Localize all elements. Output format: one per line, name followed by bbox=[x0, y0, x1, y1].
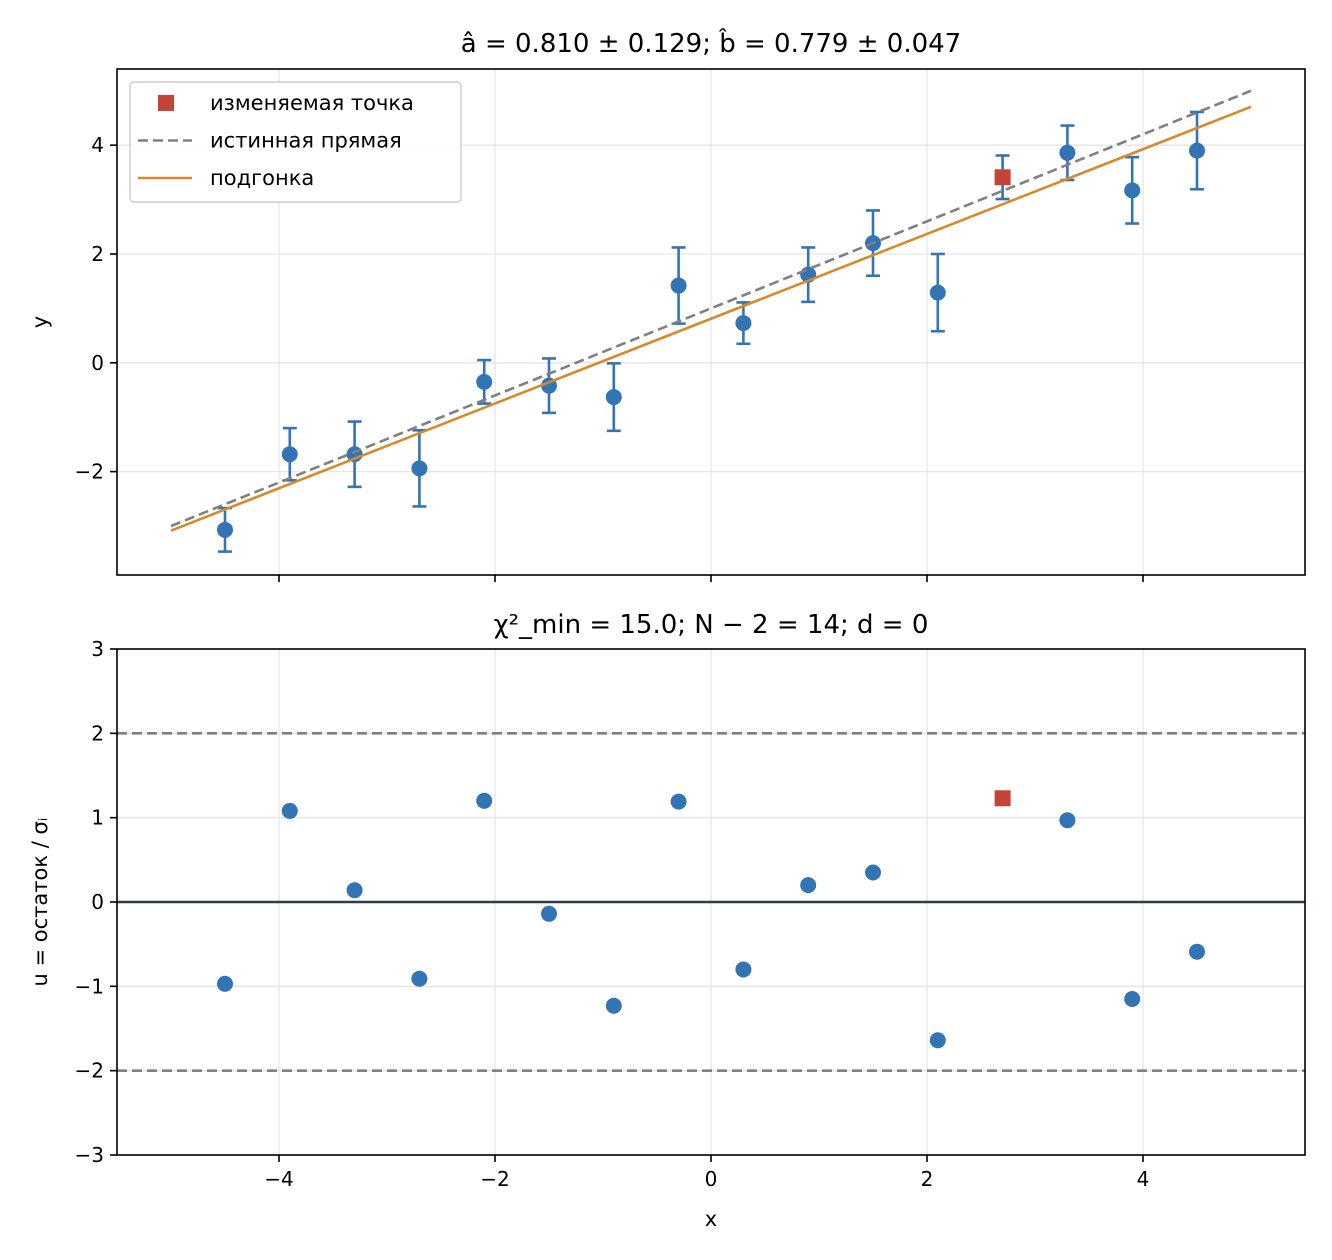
residual-point bbox=[1059, 812, 1076, 829]
residual-point bbox=[217, 975, 233, 992]
y-tick-label: 0 bbox=[91, 351, 104, 375]
changed-point-marker bbox=[994, 790, 1011, 807]
data-point bbox=[281, 446, 298, 463]
y-tick-label: 1 bbox=[91, 806, 104, 830]
x-tick-label: 0 bbox=[705, 1167, 718, 1191]
data-point bbox=[735, 315, 752, 332]
residuals-panel: χ²_min = 15.0; N − 2 = 14; d = 0 u = ост… bbox=[28, 610, 1306, 1231]
fit-panel-title: â = 0.810 ± 0.129; b̂ = 0.779 ± 0.047 bbox=[461, 27, 961, 59]
residual-point bbox=[476, 792, 493, 809]
fit-panel-y-axis-label: y bbox=[28, 316, 52, 328]
fit-panel: â = 0.810 ± 0.129; b̂ = 0.779 ± 0.047 y … bbox=[28, 27, 1306, 582]
y-tick-label: 2 bbox=[91, 242, 104, 266]
fit-line bbox=[170, 105, 1252, 532]
y-tick-label: 0 bbox=[91, 890, 104, 914]
y-tick-label: 2 bbox=[91, 721, 104, 745]
residual-point bbox=[865, 864, 881, 881]
residual-point bbox=[1189, 943, 1205, 960]
data-point bbox=[1124, 182, 1141, 199]
residual-point bbox=[346, 882, 363, 899]
residual-point bbox=[800, 877, 817, 894]
data-point bbox=[670, 277, 687, 294]
y-tick-label: −2 bbox=[75, 460, 104, 484]
legend-label: изменяемая точка bbox=[210, 91, 414, 115]
legend-box bbox=[129, 81, 462, 203]
y-tick-label: 3 bbox=[91, 637, 104, 661]
y-tick-label: −1 bbox=[75, 974, 104, 998]
legend-label: подгонка bbox=[210, 166, 314, 190]
changed-point-marker bbox=[994, 169, 1011, 186]
residuals-panel-y-axis-label: u = остаток / σᵢ bbox=[28, 817, 52, 986]
legend-label: истинная прямая bbox=[210, 129, 402, 153]
residual-point bbox=[735, 961, 752, 978]
residuals-panel-title: χ²_min = 15.0; N − 2 = 14; d = 0 bbox=[494, 610, 929, 640]
data-point bbox=[476, 373, 493, 390]
y-tick-label: −3 bbox=[75, 1143, 104, 1167]
x-axis-label: x bbox=[705, 1207, 717, 1231]
x-tick-label: 4 bbox=[1137, 1167, 1150, 1191]
legend: изменяемая точка истинная прямая подгонка bbox=[129, 81, 462, 203]
data-point bbox=[605, 389, 622, 406]
residual-point bbox=[281, 802, 298, 819]
residual-point bbox=[541, 905, 557, 922]
legend-marker-square bbox=[158, 95, 174, 111]
data-point bbox=[929, 284, 946, 301]
residual-point bbox=[670, 793, 687, 810]
data-point bbox=[1059, 144, 1076, 161]
residual-point bbox=[1124, 990, 1141, 1007]
data-point bbox=[411, 460, 428, 477]
residual-point bbox=[605, 997, 622, 1014]
y-tick-label: 4 bbox=[91, 133, 104, 157]
x-tick-label: −4 bbox=[264, 1167, 293, 1191]
residual-point bbox=[929, 1032, 946, 1049]
data-point bbox=[217, 521, 233, 538]
data-point bbox=[1189, 142, 1205, 159]
x-tick-label: 2 bbox=[921, 1167, 934, 1191]
residual-point bbox=[411, 970, 428, 987]
x-tick-label: −2 bbox=[480, 1167, 509, 1191]
y-tick-label: −2 bbox=[75, 1059, 104, 1083]
